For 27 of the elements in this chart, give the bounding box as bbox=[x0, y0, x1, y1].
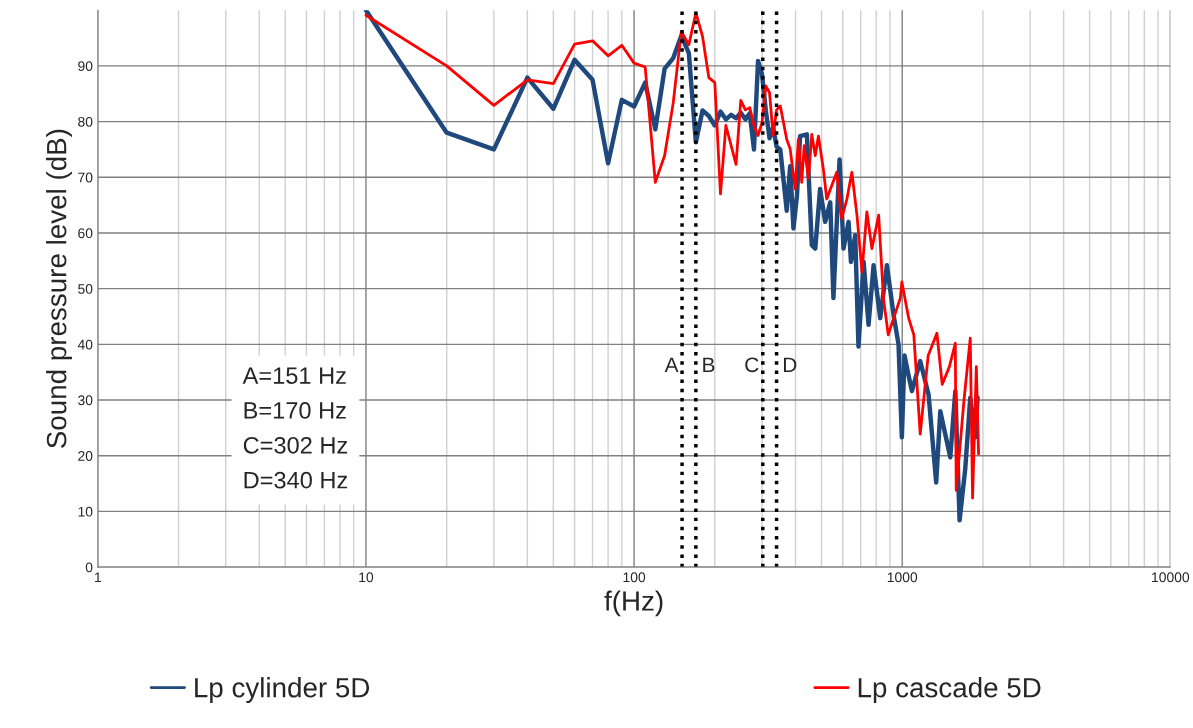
legend-label: Lp cascade 5D bbox=[858, 677, 1041, 703]
annotation: A=151 Hz bbox=[242, 367, 346, 384]
y-tick-label: 90 bbox=[78, 61, 93, 72]
legend-label: Lp cylinder 5D bbox=[195, 677, 370, 703]
y-tick-label: 10 bbox=[78, 506, 93, 517]
ref-line-label: C bbox=[745, 357, 759, 373]
y-tick-label: 20 bbox=[78, 451, 93, 461]
y-axis-title: Sound pressure level (dB) bbox=[46, 129, 72, 448]
x-tick-label: 1000 bbox=[887, 572, 918, 583]
y-tick-label: 50 bbox=[78, 283, 93, 294]
y-tick-label: 40 bbox=[77, 339, 93, 350]
ref-line-label: B bbox=[703, 357, 715, 373]
x-axis-title: f(Hz) bbox=[604, 590, 663, 617]
x-tick-label: 10 bbox=[359, 572, 374, 583]
y-tick-label: 0 bbox=[85, 562, 93, 573]
ref-line-label: A bbox=[664, 357, 679, 373]
annotation: D=340 Hz bbox=[244, 471, 348, 489]
y-tick-label: 70 bbox=[78, 172, 93, 183]
y-tick-label: 60 bbox=[78, 228, 93, 239]
y-tick-label: 30 bbox=[78, 395, 93, 406]
x-tick-label: 100 bbox=[623, 572, 646, 583]
annotation: B=170 Hz bbox=[244, 402, 346, 419]
x-tick-label: 1 bbox=[95, 572, 102, 583]
y-tick-label: 80 bbox=[78, 116, 93, 127]
x-tick-label: 10000 bbox=[1152, 572, 1190, 583]
ref-line-label: D bbox=[783, 357, 797, 373]
annotation: C=302 Hz bbox=[243, 436, 348, 454]
